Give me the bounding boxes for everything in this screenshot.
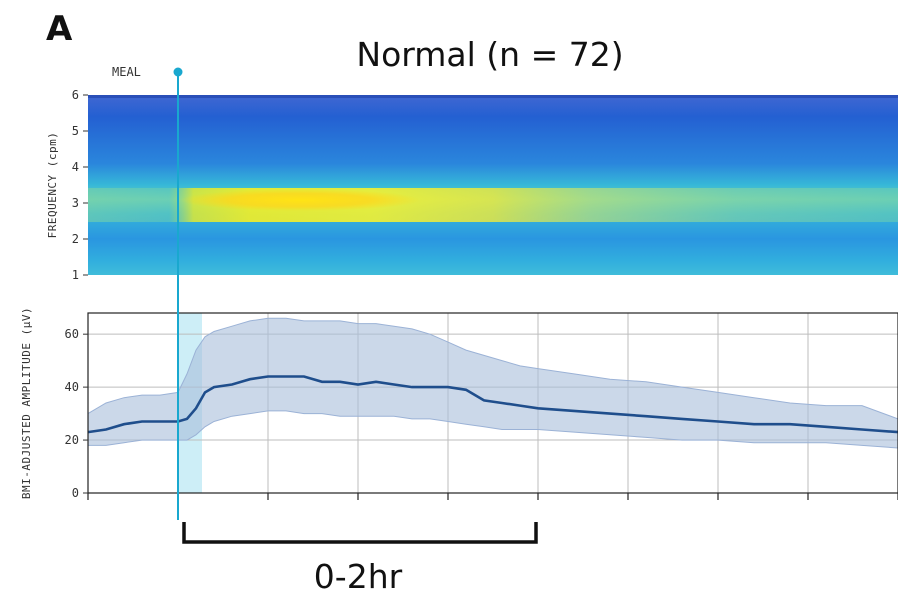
- window-label: 0-2hr: [314, 557, 403, 596]
- panel-letter: A: [46, 9, 73, 49]
- spectrogram-y-tick-label: 3: [72, 196, 79, 210]
- spectrogram-y-tick-label: 6: [72, 88, 79, 102]
- spectrogram-y-tick-label: 1: [72, 268, 79, 282]
- amplitude-y-tick-label: 60: [65, 327, 79, 341]
- spectrogram-top-edge: [88, 95, 898, 98]
- spectrogram-background: [88, 95, 898, 275]
- spectrogram-y-tick-label: 5: [72, 124, 79, 138]
- amplitude-y-axis: 0 20 40 60: [65, 327, 88, 500]
- amplitude-y-tick-label: 40: [65, 380, 79, 394]
- amplitude-x-ticks: [88, 493, 898, 500]
- amplitude-panel: 0 20 40 60 BMI-ADJUSTED AMPLITUDE (μV): [20, 307, 898, 500]
- spectrogram-y-tick-label: 2: [72, 232, 79, 246]
- spectrogram-y-axis-title: FREQUENCY (cpm): [46, 132, 59, 239]
- spectrogram-peak: [180, 189, 420, 211]
- iqr-band: [88, 318, 898, 448]
- window-bracket-shape: [184, 522, 536, 542]
- window-bracket: 0-2hr: [184, 522, 536, 596]
- amplitude-y-tick-label: 20: [65, 433, 79, 447]
- meal-dot: [174, 68, 183, 77]
- spectrogram-y-tick-label: 4: [72, 160, 79, 174]
- spectrogram-panel: 1 2 3 4 5 6 FREQUENCY (cpm): [46, 88, 898, 282]
- amplitude-y-tick-label: 0: [72, 486, 79, 500]
- amplitude-y-axis-title-line1: BMI-ADJUSTED AMPLITUDE (μV): [20, 307, 33, 499]
- spectrogram-y-axis: 1 2 3 4 5 6: [72, 88, 88, 282]
- meal-label: MEAL: [112, 65, 141, 79]
- chart-title: Normal (n = 72): [356, 35, 623, 74]
